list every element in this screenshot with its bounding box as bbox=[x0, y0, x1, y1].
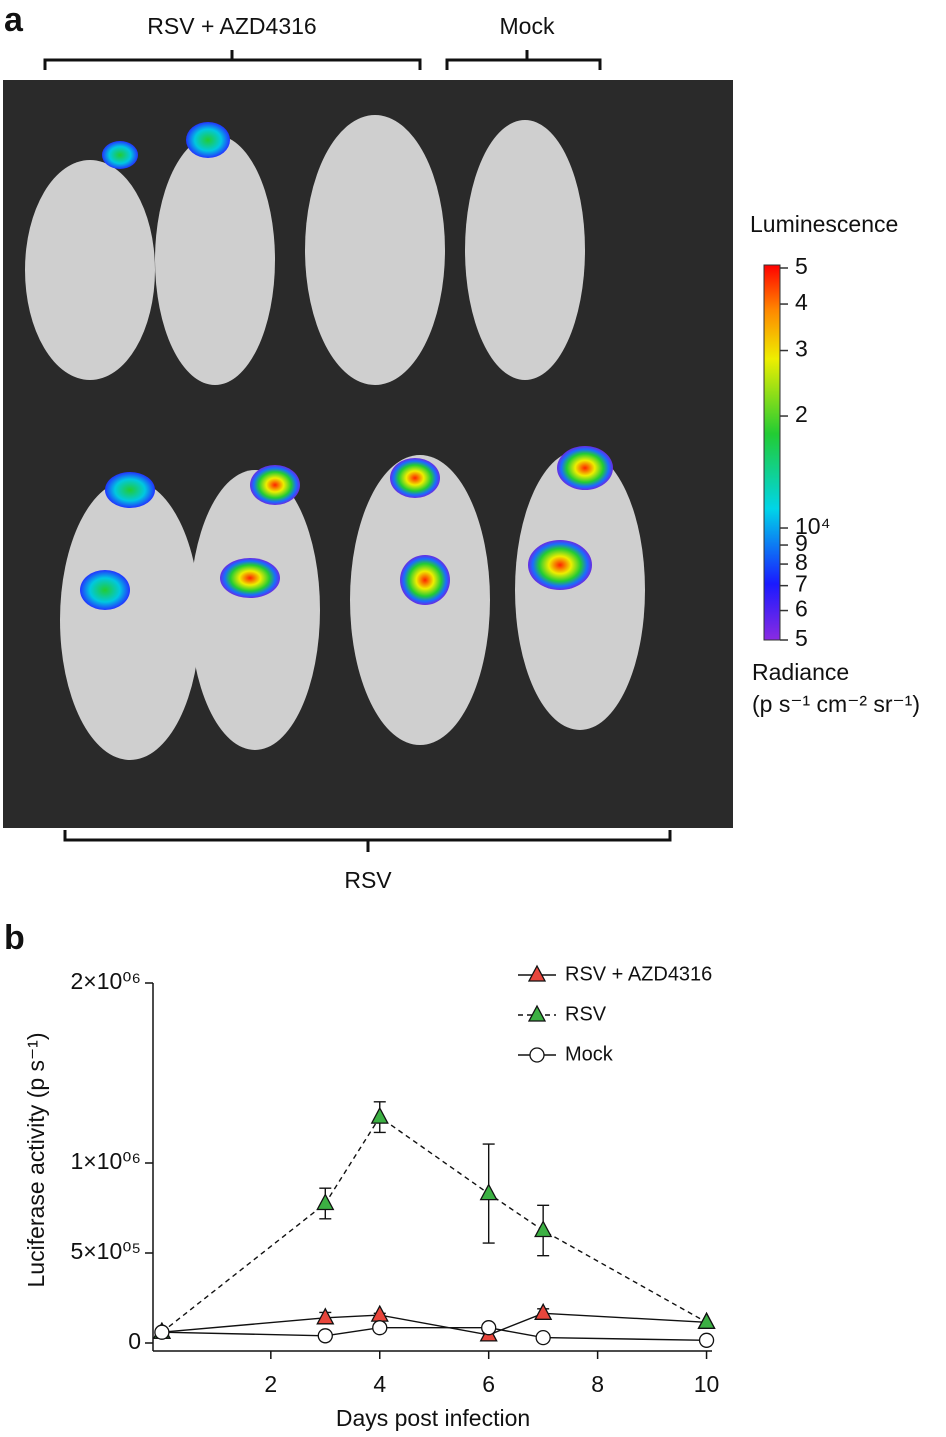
y-tick-label: 1×10⁰⁶ bbox=[71, 1148, 142, 1174]
y-axis-title: Luciferase activity (p s⁻¹) bbox=[23, 1033, 49, 1288]
colorbar-tick-label: 6 bbox=[795, 596, 808, 622]
colorbar-tick-label: 9 bbox=[795, 530, 808, 556]
legend-label: Mock bbox=[565, 1043, 614, 1065]
photo bbox=[3, 80, 733, 828]
colorbar-tick-label: 3 bbox=[795, 336, 808, 362]
marker bbox=[154, 1324, 170, 1340]
colorbar-tick-label: 5 bbox=[795, 625, 808, 651]
marker bbox=[698, 1332, 715, 1348]
x-axis-title: Days post infection bbox=[336, 1405, 530, 1431]
legend-marker bbox=[527, 964, 547, 982]
group-label: RSV bbox=[344, 867, 392, 893]
legend-label: RSV + AZD4316 bbox=[565, 963, 712, 985]
marker bbox=[479, 1183, 498, 1201]
colorbar-tick-label: 10⁴ bbox=[795, 513, 830, 539]
colorbar-tick-label: 2 bbox=[795, 401, 808, 427]
group-label: RSV + AZD4316 bbox=[147, 13, 316, 39]
x-tick-label: 10 bbox=[694, 1371, 720, 1397]
panel-label: a bbox=[4, 1, 24, 39]
group-label: Mock bbox=[500, 13, 555, 39]
marker bbox=[697, 1311, 716, 1329]
marker bbox=[317, 1328, 333, 1344]
marker bbox=[316, 1193, 335, 1211]
series-line bbox=[161, 1116, 707, 1333]
y-tick-label: 2×10⁰⁶ bbox=[71, 968, 142, 994]
series-line bbox=[161, 1327, 707, 1341]
y-tick-label: 0 bbox=[128, 1328, 141, 1354]
x-tick-label: 2 bbox=[264, 1371, 277, 1397]
colorbar-tick-label: 5 bbox=[795, 253, 808, 279]
legend-marker bbox=[529, 1047, 545, 1063]
colorbar bbox=[763, 264, 781, 641]
colorbar-unit: (p s⁻¹ cm⁻² sr⁻¹) bbox=[752, 691, 920, 717]
bracket bbox=[43, 50, 422, 70]
marker bbox=[534, 1220, 553, 1238]
marker bbox=[372, 1320, 388, 1336]
colorbar-tick-label: 8 bbox=[795, 549, 808, 575]
marker bbox=[481, 1320, 497, 1336]
marker bbox=[370, 1106, 389, 1124]
colorbar-title: Luminescence bbox=[750, 211, 898, 237]
y-tick-label: 5×10⁰⁵ bbox=[70, 1238, 141, 1264]
x-tick-label: 8 bbox=[591, 1371, 604, 1397]
legend-marker bbox=[527, 1004, 547, 1022]
panel-label: b bbox=[4, 919, 25, 957]
bracket bbox=[445, 50, 602, 70]
colorbar-tick-label: 7 bbox=[795, 571, 808, 597]
marker bbox=[534, 1302, 553, 1320]
colorbar-tick-label: 4 bbox=[795, 289, 808, 315]
colorbar-unit-title: Radiance bbox=[752, 659, 849, 685]
series-line bbox=[161, 1312, 707, 1336]
x-tick-label: 4 bbox=[373, 1371, 386, 1397]
legend-label: RSV bbox=[565, 1003, 607, 1025]
x-tick-label: 6 bbox=[482, 1371, 495, 1397]
bracket bbox=[63, 830, 672, 852]
marker bbox=[535, 1329, 551, 1346]
marker bbox=[316, 1307, 335, 1325]
